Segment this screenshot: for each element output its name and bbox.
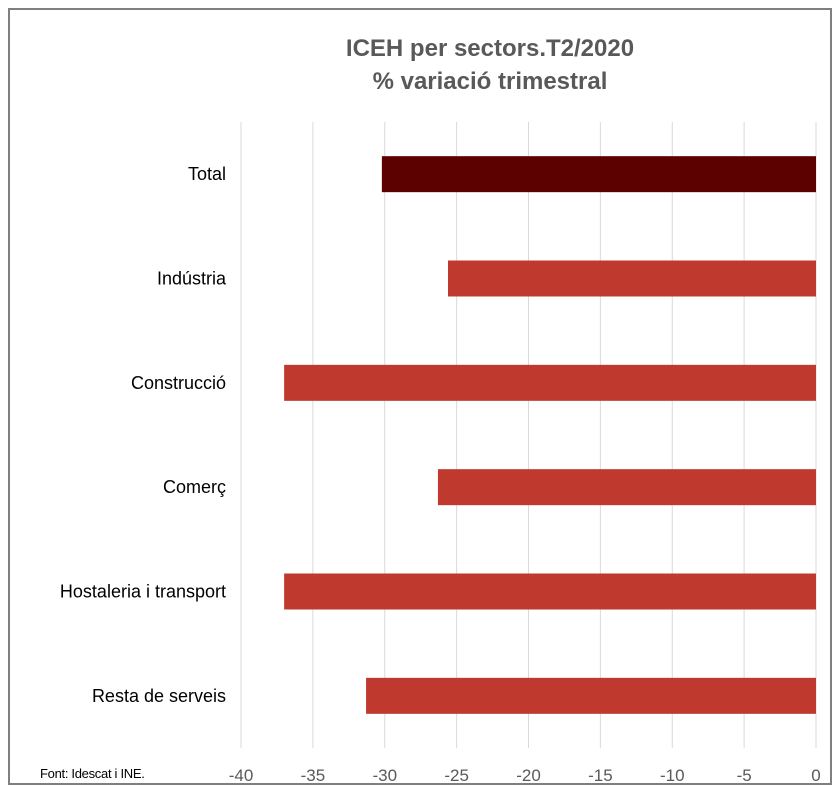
gridlines [240, 122, 817, 748]
x-tick-label: -20 [516, 766, 541, 785]
category-label: Total [188, 164, 226, 184]
bar-ind-stria [448, 260, 816, 297]
chart-title: ICEH per sectors.T2/2020 [346, 35, 634, 62]
category-labels: Total Indústria Construcció Comerç Hostaleri… [60, 164, 227, 706]
x-tick-label: -15 [588, 766, 613, 785]
bar-construcci- [284, 364, 816, 401]
category-label: Construcció [131, 373, 226, 393]
x-tick-label: -35 [301, 766, 326, 785]
bar-hostaleria-i-transport [284, 573, 816, 610]
chart-subtitle: % variació trimestral [373, 68, 608, 95]
x-tick-labels: -40 -35 -30 -25 -20 -15 -10 -5 0 [229, 766, 821, 785]
category-label: Resta de serveis [92, 686, 226, 706]
category-label: Comerç [163, 477, 226, 497]
x-tick-label: -10 [660, 766, 685, 785]
category-label: Indústria [157, 269, 227, 289]
x-tick-label: -5 [737, 766, 752, 785]
bar-total [381, 156, 816, 193]
x-tick-label: -40 [229, 766, 254, 785]
x-tick-label: -25 [444, 766, 469, 785]
bar-comer- [437, 469, 816, 506]
x-tick-label: 0 [811, 766, 820, 785]
category-label: Hostaleria i transport [60, 582, 226, 602]
source-note: Font: Idescat i INE. [40, 766, 145, 781]
x-tick-label: -30 [372, 766, 397, 785]
bars [284, 156, 816, 714]
bar-resta-de-serveis [366, 677, 816, 714]
